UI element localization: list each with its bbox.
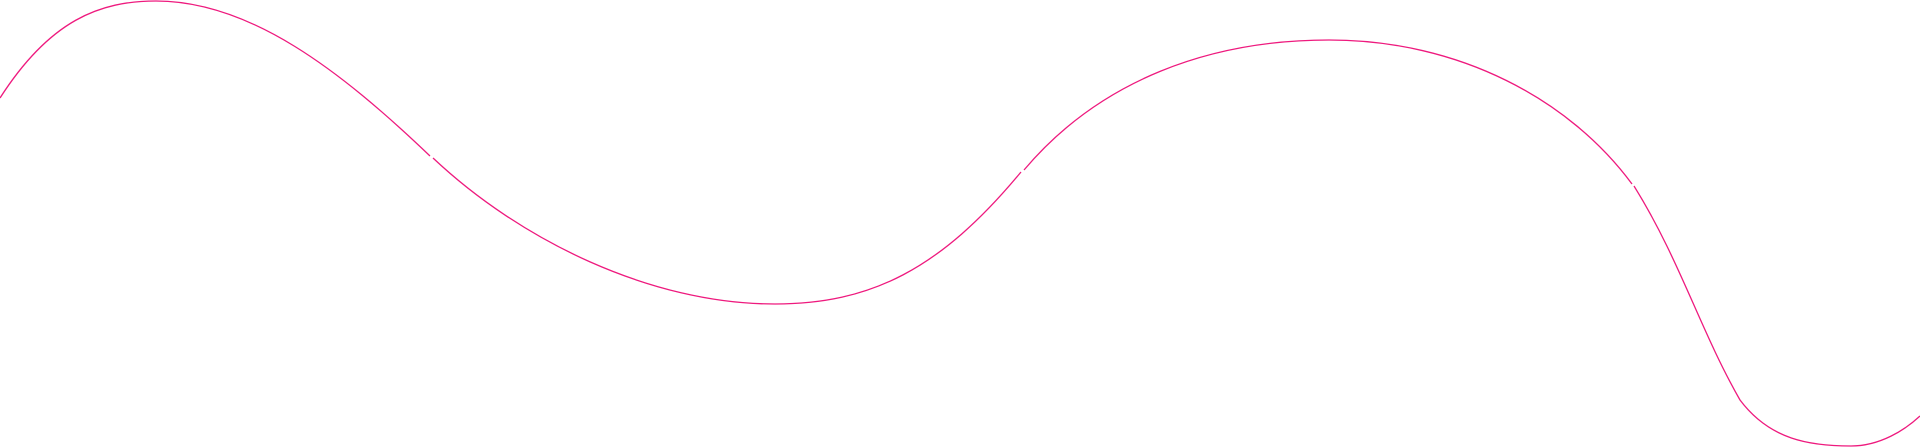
wave-segment-1 [0,0,431,157]
wave-segment-3 [1023,39,1633,185]
wave-segment-2 [432,157,1022,305]
wave-segment-4 [1633,185,1920,447]
